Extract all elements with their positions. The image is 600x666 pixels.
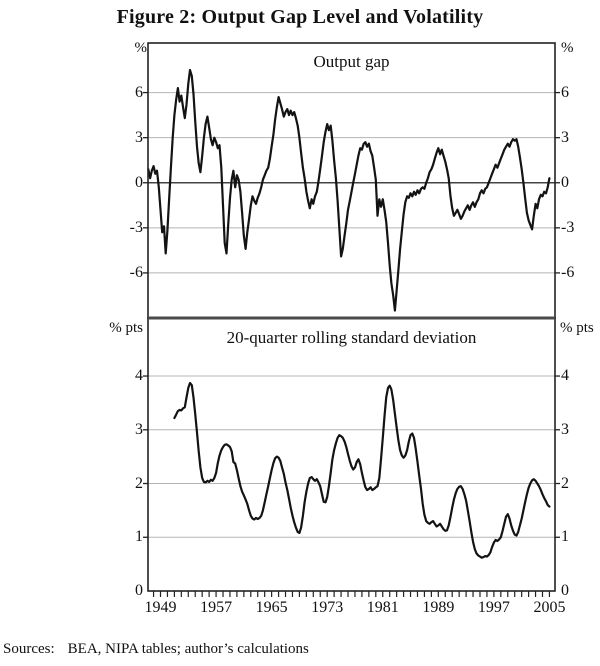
y-axis-unit-top-right: % (561, 40, 574, 56)
y-axis-unit-bottom-left: % pts (109, 320, 143, 336)
top-panel-border (147, 42, 556, 319)
y-tick-label: 2 (561, 474, 569, 492)
source-text: BEA, NIPA tables; author’s calculations (67, 641, 309, 657)
x-tick-label: 1965 (255, 599, 288, 616)
y-tick-label: 6 (561, 83, 569, 101)
panel-title-output-gap: Output gap (313, 52, 390, 71)
y-tick-label: -3 (129, 218, 143, 236)
y-tick-label: 6 (135, 83, 143, 101)
y-tick-label: 0 (135, 173, 143, 191)
series-line-output_gap (147, 68, 551, 312)
bottom-panel-border (147, 317, 556, 592)
y-tick-label: 4 (135, 367, 143, 385)
y-tick-label: 4 (561, 367, 569, 385)
panel-title-rolling-sd: 20-quarter rolling standard deviation (226, 328, 477, 347)
x-tick-label: 2005 (533, 599, 566, 616)
y-tick-label: 2 (135, 474, 143, 492)
y-tick-label: 1 (561, 528, 569, 546)
y-tick-label: 3 (561, 420, 569, 438)
x-tick-label: 1981 (366, 599, 399, 616)
x-tick-label: 1957 (200, 599, 233, 616)
series-line-rolling_sd (173, 381, 551, 559)
y-tick-label: -3 (561, 218, 575, 236)
y-tick-label: 1 (135, 528, 143, 546)
source-note: Sources: BEA, NIPA tables; author’s calcu… (3, 641, 309, 658)
y-axis-unit-bottom-right: % pts (560, 320, 594, 336)
y-tick-label: 0 (561, 582, 569, 599)
x-tick-label: 1989 (422, 599, 455, 616)
x-tick-label: 1997 (477, 599, 510, 616)
y-tick-label: 3 (561, 128, 569, 146)
y-tick-label: 0 (561, 173, 569, 191)
y-tick-label: 0 (135, 582, 143, 599)
x-tick-label: 1973 (311, 599, 344, 616)
figure-title: Figure 2: Output Gap Level and Volatilit… (116, 6, 484, 28)
y-tick-label: -6 (561, 263, 575, 281)
y-tick-label: 3 (135, 420, 143, 438)
source-label: Sources: (3, 641, 55, 657)
y-axis-unit-top-left: % (134, 40, 148, 56)
y-tick-label: 3 (135, 128, 143, 146)
y-tick-label: -6 (129, 263, 143, 281)
x-tick-label: 1949 (144, 599, 177, 616)
